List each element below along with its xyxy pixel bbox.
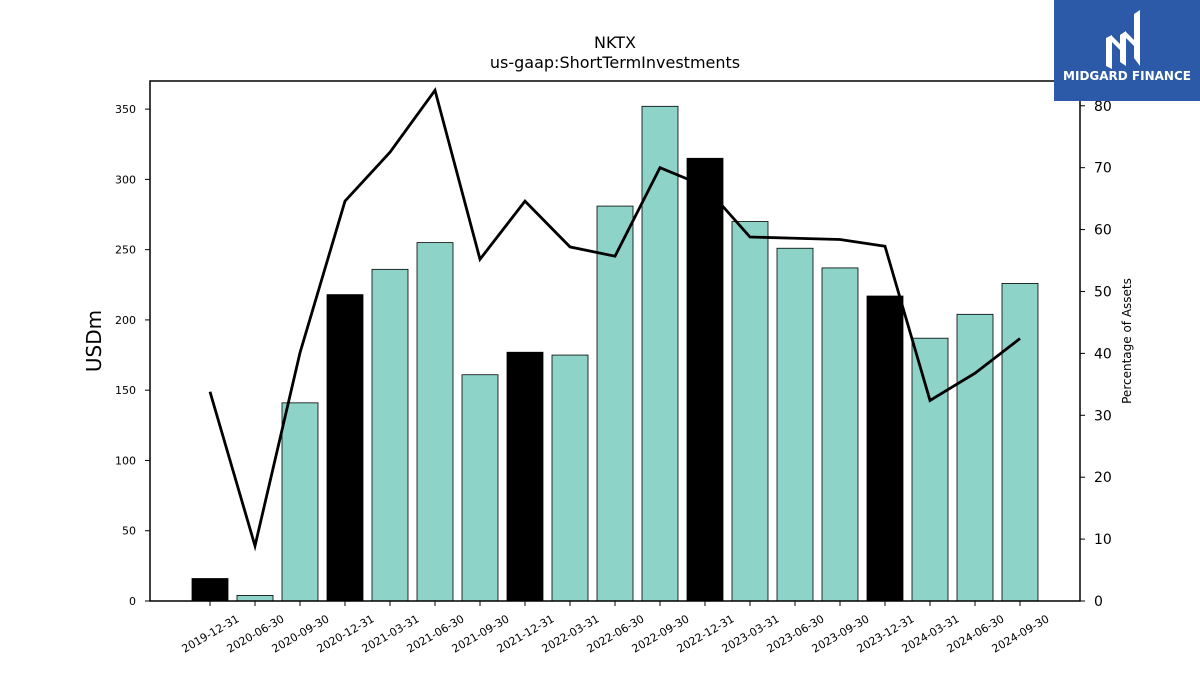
y2-tick-label: 30 bbox=[1094, 408, 1112, 424]
logo-text: MIDGARD FINANCE bbox=[1063, 69, 1191, 83]
bar bbox=[776, 247, 814, 602]
y-tick-label: 0 bbox=[129, 595, 136, 608]
y-tick-label: 100 bbox=[115, 454, 136, 467]
bar bbox=[191, 578, 229, 602]
bar bbox=[596, 205, 634, 602]
bar bbox=[281, 402, 319, 602]
y2-tick-label: 70 bbox=[1094, 161, 1112, 177]
bar bbox=[461, 374, 499, 602]
bar bbox=[1001, 282, 1039, 602]
bar bbox=[551, 354, 589, 602]
bar bbox=[326, 294, 364, 602]
bar bbox=[821, 267, 859, 602]
y-tick-label: 50 bbox=[122, 525, 136, 538]
y-tick-label: 350 bbox=[115, 103, 136, 116]
y-tick-label: 250 bbox=[115, 244, 136, 257]
y2-tick-label: 20 bbox=[1094, 470, 1112, 486]
right-axis-ticks: 0 10 20 30 40 50 60 70 80 bbox=[1080, 99, 1112, 610]
bar bbox=[371, 268, 409, 602]
y-axis-label: USDm bbox=[82, 310, 106, 372]
y2-tick-label: 0 bbox=[1094, 594, 1103, 610]
y2-axis-label: Percentage of Assets bbox=[1120, 278, 1134, 404]
x-axis-ticks: 2019-12-312020-06-302020-09-302020-12-31… bbox=[180, 601, 1052, 656]
chart-subtitle: us-gaap:ShortTermInvestments bbox=[490, 53, 740, 72]
y2-tick-label: 60 bbox=[1094, 223, 1112, 239]
line-group bbox=[208, 87, 1021, 552]
bar bbox=[416, 242, 454, 602]
percentage-line bbox=[208, 87, 1021, 552]
logo-mark-icon bbox=[1106, 10, 1140, 69]
y2-tick-label: 50 bbox=[1094, 284, 1112, 300]
left-axis-ticks: 0 50 100 150 200 250 300 350 bbox=[115, 103, 150, 608]
y2-tick-label: 10 bbox=[1094, 532, 1112, 548]
bar bbox=[686, 157, 724, 602]
y-tick-label: 200 bbox=[115, 314, 136, 327]
bar bbox=[956, 313, 994, 602]
bar bbox=[506, 351, 544, 602]
bar bbox=[641, 105, 679, 602]
chart-title: NKTX bbox=[594, 33, 636, 52]
bar bbox=[911, 337, 949, 602]
y-tick-label: 300 bbox=[115, 173, 136, 186]
y-tick-label: 150 bbox=[115, 384, 136, 397]
bar bbox=[866, 295, 904, 602]
bar-group bbox=[191, 105, 1039, 602]
y2-tick-label: 80 bbox=[1094, 99, 1112, 115]
bar bbox=[236, 594, 274, 602]
brand-logo: MIDGARD FINANCE bbox=[1054, 0, 1200, 101]
y2-tick-label: 40 bbox=[1094, 346, 1112, 362]
bar bbox=[731, 221, 769, 602]
